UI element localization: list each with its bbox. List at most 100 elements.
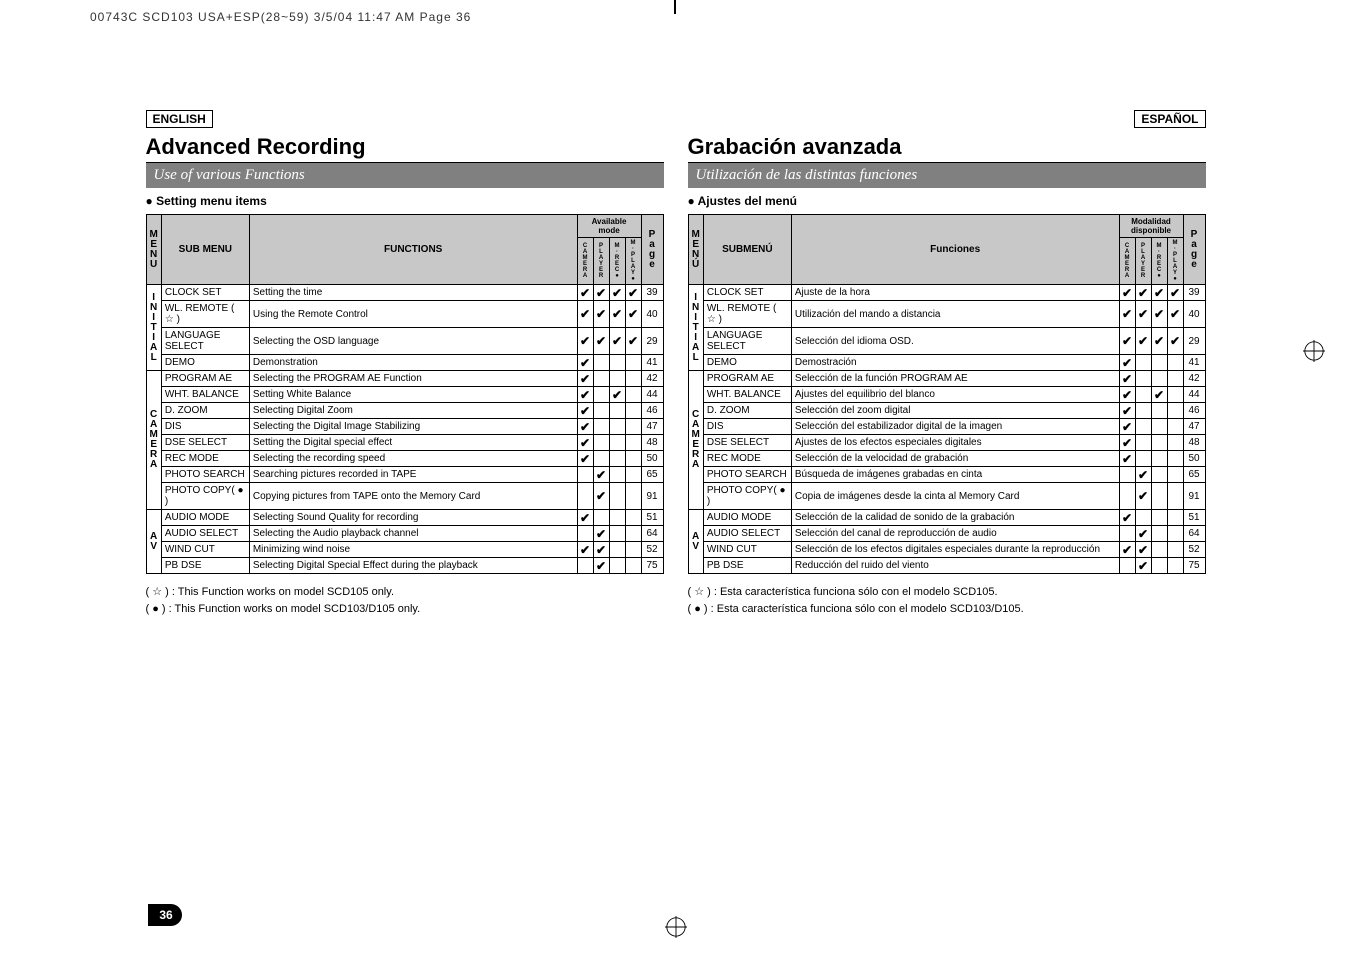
mode-cell [1151,526,1167,542]
mode-cell: ✔ [1135,467,1151,483]
mode-cell [1151,419,1167,435]
table-row: D. ZOOMSelecting Digital Zoom✔46 [146,403,663,419]
submenu-cell: WHT. BALANCE [703,387,791,403]
check-icon: ✔ [628,334,638,348]
function-cell: Búsqueda de imágenes grabadas en cinta [791,467,1119,483]
submenu-cell: AUDIO MODE [161,510,249,526]
registration-mark-icon [665,916,687,938]
mode-cell: ✔ [593,285,609,301]
bullet-heading-left: ● Setting menu items [146,194,664,208]
page-cell: 52 [641,542,663,558]
check-icon: ✔ [596,527,606,541]
mode-cell [625,435,641,451]
page-cell: 47 [641,419,663,435]
footnote-2-right: ( ● ) : Esta característica funciona sól… [688,601,1206,618]
mode-cell: ✔ [593,301,609,328]
crop-mark [674,0,676,14]
check-icon: ✔ [1138,286,1148,300]
function-cell: Selecting Digital Special Effect during … [249,558,577,574]
page-cell: 29 [1183,328,1205,355]
submenu-cell: AUDIO MODE [703,510,791,526]
menu-table: MENÚSUBMENÚFuncionesModalidad disponible… [688,214,1206,574]
mode-cell [1119,467,1135,483]
menu-group-cell: AV [146,510,161,574]
th-mode-col: M·PLAY● [625,238,641,285]
check-icon: ✔ [612,388,622,402]
table-row: PHOTO COPY( ● )Copying pictures from TAP… [146,483,663,510]
footnotes-right: ( ☆ ) : Esta característica funciona sól… [688,584,1206,617]
mode-cell: ✔ [1119,403,1135,419]
page-cell: 39 [641,285,663,301]
submenu-cell: CLOCK SET [703,285,791,301]
page-cell: 51 [641,510,663,526]
function-cell: Setting the time [249,285,577,301]
th-mode-col: CAMERA [577,238,593,285]
function-cell: Selección del canal de reproducción de a… [791,526,1119,542]
function-cell: Ajuste de la hora [791,285,1119,301]
mode-cell: ✔ [593,558,609,574]
page-content: ENGLISH Advanced Recording Use of variou… [146,110,1206,617]
th-mode-col: CAMERA [1119,238,1135,285]
mode-cell [1135,419,1151,435]
mode-cell [625,510,641,526]
check-icon: ✔ [1138,527,1148,541]
section-title-left: Advanced Recording [146,134,664,160]
submenu-cell: WHT. BALANCE [161,387,249,403]
check-icon: ✔ [1122,420,1132,434]
submenu-cell: WIND CUT [703,542,791,558]
function-cell: Selección del zoom digital [791,403,1119,419]
function-cell: Demonstration [249,355,577,371]
check-icon: ✔ [596,307,606,321]
mode-cell [593,403,609,419]
mode-cell [593,510,609,526]
mode-cell [1167,371,1183,387]
submenu-cell: REC MODE [703,451,791,467]
menu-group-cell: INITIAL [688,285,703,371]
mode-cell: ✔ [1135,483,1151,510]
mode-cell: ✔ [1135,285,1151,301]
check-icon: ✔ [596,559,606,573]
check-icon: ✔ [1122,404,1132,418]
th-mode-col: M·REC● [1151,238,1167,285]
menu-table: MENUSUB MENUFUNCTIONSAvailable modePageC… [146,214,664,574]
check-icon: ✔ [580,543,590,557]
mode-cell: ✔ [1151,285,1167,301]
mode-cell: ✔ [577,371,593,387]
function-cell: Selecting the OSD language [249,328,577,355]
submenu-cell: AUDIO SELECT [703,526,791,542]
mode-cell: ✔ [1119,435,1135,451]
page-cell: 64 [641,526,663,542]
th-page: Page [641,215,663,285]
table-row: PHOTO COPY( ● )Copia de imágenes desde l… [688,483,1205,510]
th-menu: MENÚ [688,215,703,285]
check-icon: ✔ [612,286,622,300]
mode-cell: ✔ [1119,451,1135,467]
check-icon: ✔ [580,388,590,402]
page-cell: 48 [1183,435,1205,451]
function-cell: Selecting Sound Quality for recording [249,510,577,526]
page-cell: 64 [1183,526,1205,542]
footnote-1-right: ( ☆ ) : Esta característica funciona sól… [688,584,1206,601]
check-icon: ✔ [1138,489,1148,503]
mode-cell: ✔ [577,542,593,558]
mode-cell [609,542,625,558]
mode-cell: ✔ [609,387,625,403]
submenu-cell: PHOTO SEARCH [161,467,249,483]
function-cell: Ajustes de los efectos especiales digita… [791,435,1119,451]
mode-cell [1151,558,1167,574]
check-icon: ✔ [1170,307,1180,321]
page-cell: 44 [1183,387,1205,403]
mode-cell [1119,558,1135,574]
submenu-cell: LANGUAGE SELECT [703,328,791,355]
function-cell: Selección de la función PROGRAM AE [791,371,1119,387]
language-box-left: ENGLISH [146,110,213,128]
function-cell: Reducción del ruido del viento [791,558,1119,574]
page-cell: 41 [641,355,663,371]
mode-cell [625,451,641,467]
mode-cell: ✔ [1135,328,1151,355]
page-number-tab: 36 [148,904,182,926]
mode-cell [1167,526,1183,542]
mode-cell [593,451,609,467]
submenu-cell: PHOTO SEARCH [703,467,791,483]
mode-cell: ✔ [1119,301,1135,328]
